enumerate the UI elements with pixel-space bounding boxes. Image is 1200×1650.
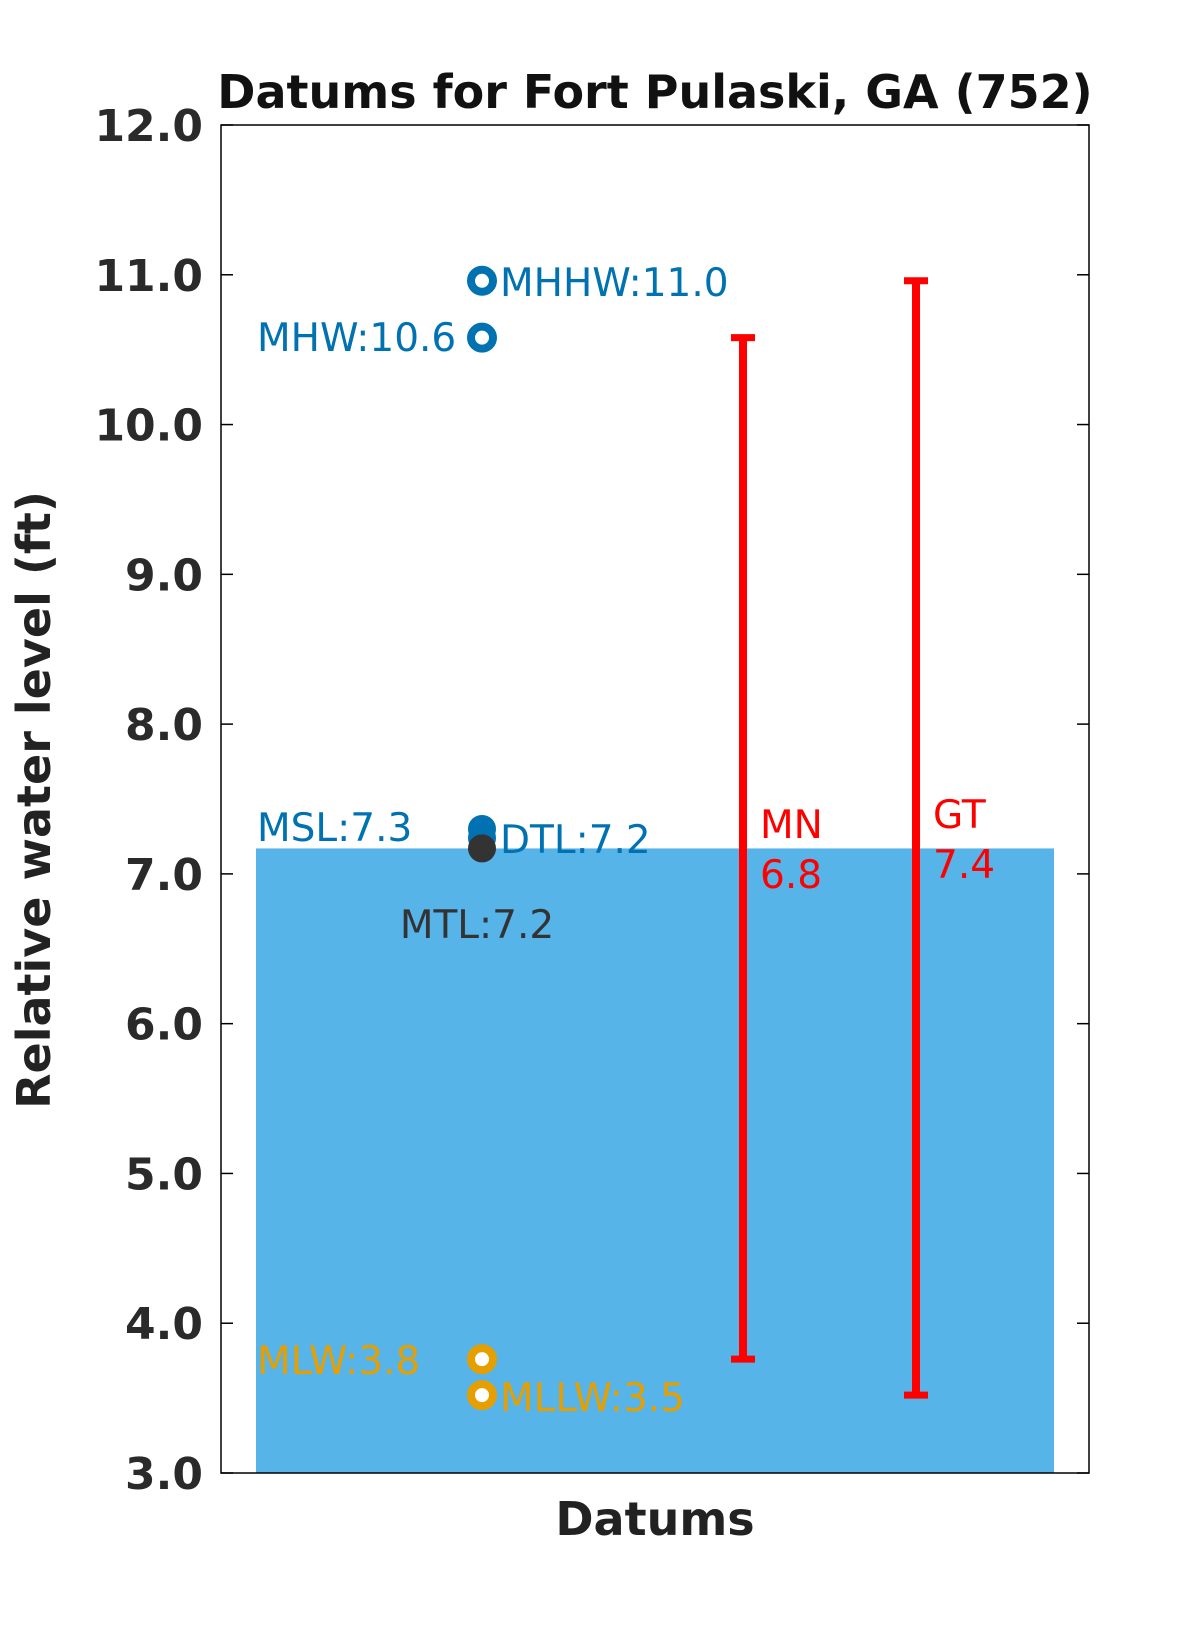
y-tick-label: 12.0: [94, 101, 203, 152]
datum-marker: [468, 834, 496, 863]
datum-mhhw: [467, 265, 497, 296]
datum-marker: [467, 1344, 497, 1375]
plot-area: MN 6.8 GT 7.4 MHHW:11.0 MHW:10.6 MSL:7.3 DTL:7.…: [220, 124, 1090, 1474]
datum-marker: [467, 322, 497, 353]
datum-marker: [467, 265, 497, 296]
y-tick-label: 9.0: [125, 550, 203, 601]
y-tick-label: 4.0: [125, 1299, 203, 1350]
datum-label-mtl: MTL:7.2: [400, 903, 554, 948]
y-tick-label: 7.0: [125, 850, 203, 901]
datum-mtl: [468, 834, 496, 863]
mtl-bar: [256, 848, 1054, 1473]
y-tick-label: 11.0: [94, 251, 203, 302]
datum-label-mhhw: MHHW:11.0: [500, 261, 729, 306]
range-gt: [904, 277, 928, 1399]
datum-mlw: [467, 1344, 497, 1375]
gt-label-value: 7.4: [933, 843, 995, 888]
datum-label-dtl: DTL:7.2: [500, 818, 651, 863]
y-axis-label: Relative water level (ft): [7, 491, 61, 1109]
y-tick-label: 10.0: [94, 401, 203, 452]
range-mn: [731, 334, 755, 1363]
datum-marker: [467, 1380, 497, 1411]
plot-frame: [220, 124, 1090, 1474]
y-tick-label: 5.0: [125, 1149, 203, 1200]
y-tick-label: 8.0: [125, 700, 203, 751]
y-tick-label: 3.0: [125, 1449, 203, 1500]
y-tick-label: 6.0: [125, 1000, 203, 1051]
datum-label-mhw: MHW:10.6: [257, 316, 456, 361]
x-axis-label: Datums: [555, 1492, 754, 1546]
chart-title: Datums for Fort Pulaski, GA (752): [217, 65, 1092, 119]
datum-label-msl: MSL:7.3: [257, 806, 412, 851]
y-axis-ticks: 3.0 4.0 5.0 6.0 7.0 8.0 9.0 10.0 11.0 12.0: [94, 101, 1089, 1500]
datum-mllw: [467, 1380, 497, 1411]
gt-label-name: GT: [933, 793, 986, 838]
datum-mhw: [467, 322, 497, 353]
datum-label-mllw: MLLW:3.5: [500, 1376, 685, 1421]
mn-label-name: MN: [760, 803, 823, 848]
datum-label-mlw: MLW:3.8: [257, 1339, 420, 1384]
mn-label-value: 6.8: [760, 853, 822, 898]
